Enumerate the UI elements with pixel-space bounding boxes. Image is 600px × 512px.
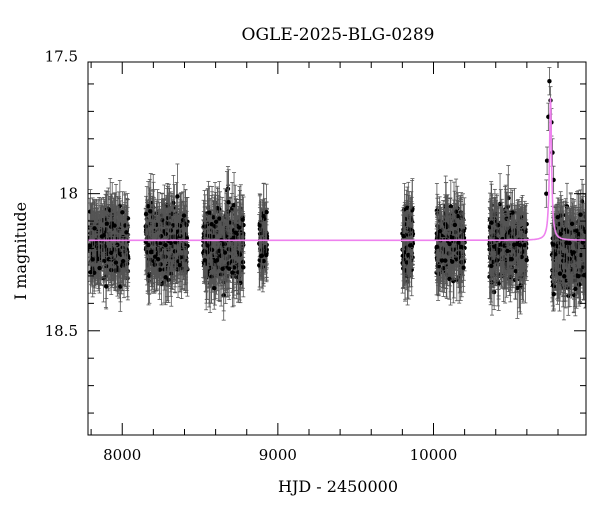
- data-point: [264, 209, 269, 215]
- data-point: [147, 273, 152, 278]
- data-point: [109, 250, 114, 255]
- data-point: [209, 221, 214, 227]
- data-point: [221, 293, 226, 298]
- data-point: [241, 222, 246, 228]
- data-point: [143, 211, 149, 217]
- data-point: [237, 252, 243, 257]
- data-point: [181, 213, 187, 218]
- data-point: [213, 224, 218, 229]
- data-point: [227, 266, 232, 271]
- data-point: [177, 223, 183, 229]
- x-axis-label: HJD - 2450000: [278, 477, 398, 496]
- data-point: [211, 233, 216, 239]
- data-point: [97, 265, 102, 271]
- data-point: [172, 249, 178, 254]
- data-point: [112, 223, 117, 228]
- data-point: [104, 221, 110, 226]
- data-point: [120, 210, 125, 215]
- data-point: [211, 215, 216, 220]
- plot-area: [88, 67, 586, 321]
- data-point: [111, 247, 117, 252]
- data-point: [201, 248, 207, 254]
- data-point: [163, 275, 168, 280]
- data-point: [124, 230, 129, 235]
- data-point: [99, 234, 105, 239]
- data-point: [226, 200, 231, 205]
- data-point: [92, 270, 97, 275]
- data-point: [205, 243, 210, 248]
- data-point: [158, 262, 163, 267]
- data-point: [222, 250, 228, 255]
- data-point: [257, 223, 262, 228]
- data-point: [146, 242, 151, 248]
- data-point: [92, 226, 97, 231]
- chart-title: OGLE-2025-BLG-0289: [242, 25, 435, 45]
- data-point: [177, 262, 182, 268]
- data-point: [257, 231, 263, 237]
- data-point: [404, 260, 410, 265]
- data-point: [103, 284, 109, 289]
- data-point: [157, 267, 163, 272]
- data-point: [146, 203, 151, 209]
- data-point: [230, 270, 235, 275]
- data-point: [180, 217, 186, 223]
- data-point: [150, 249, 155, 255]
- data-point: [217, 216, 222, 221]
- data-point: [202, 258, 208, 263]
- data-point: [102, 244, 107, 249]
- data-point: [237, 225, 242, 230]
- data-point: [148, 209, 153, 214]
- data-point: [88, 243, 93, 249]
- data-point: [166, 277, 171, 282]
- data-point: [175, 194, 180, 199]
- data-point: [113, 260, 119, 265]
- data-point: [400, 253, 406, 258]
- data-point: [152, 254, 158, 259]
- data-point: [259, 253, 265, 258]
- data-point: [214, 258, 220, 263]
- data-point: [264, 252, 269, 258]
- data-point: [90, 257, 95, 262]
- data-point: [118, 284, 123, 289]
- data-point: [212, 285, 217, 291]
- data-point: [123, 223, 128, 228]
- data-point: [178, 255, 183, 260]
- data-point: [240, 217, 245, 222]
- data-point: [231, 265, 237, 270]
- data-point: [241, 265, 246, 270]
- data-point: [207, 210, 212, 215]
- data-point: [88, 270, 93, 275]
- data-point: [106, 257, 111, 262]
- data-point: [184, 236, 189, 241]
- data-point: [96, 256, 101, 262]
- data-point: [233, 230, 238, 235]
- data-point: [209, 247, 215, 253]
- data-point: [261, 214, 266, 219]
- data-point: [120, 258, 126, 264]
- data-points-group: [88, 67, 586, 321]
- data-point: [261, 258, 266, 264]
- data-point: [218, 253, 224, 259]
- data-point: [152, 262, 157, 267]
- data-point: [155, 256, 161, 262]
- data-point: [220, 266, 225, 272]
- data-point: [217, 248, 222, 254]
- y-axis-label: I magnitude: [11, 202, 30, 300]
- data-point: [209, 274, 214, 280]
- data-point: [163, 243, 168, 248]
- data-point: [213, 219, 219, 225]
